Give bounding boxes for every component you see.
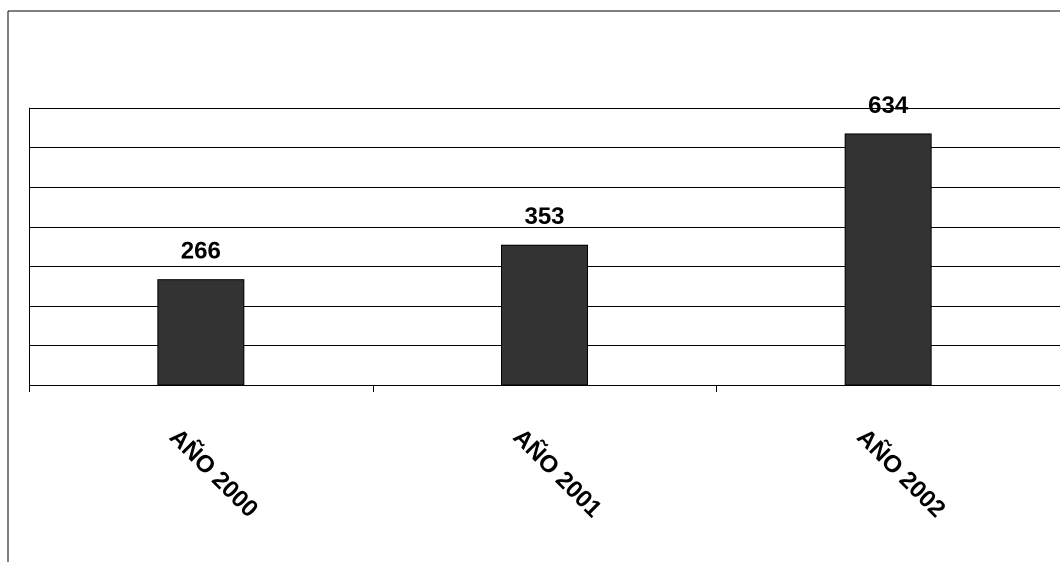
data-labels: 266 353 634 <box>181 92 909 265</box>
data-label: 634 <box>868 92 909 119</box>
bar <box>501 244 588 386</box>
data-label: 353 <box>524 203 564 230</box>
data-label: 266 <box>181 238 221 265</box>
x-tick-label: AÑO 2002 <box>851 423 951 523</box>
x-tick-label: AÑO 2000 <box>164 423 264 523</box>
bar <box>844 133 932 386</box>
bar <box>157 279 245 386</box>
x-tick-labels: AÑO 2000 AÑO 2001 AÑO 2002 <box>164 423 951 523</box>
x-tick-label: AÑO 2001 <box>508 423 608 523</box>
bars <box>157 133 932 386</box>
